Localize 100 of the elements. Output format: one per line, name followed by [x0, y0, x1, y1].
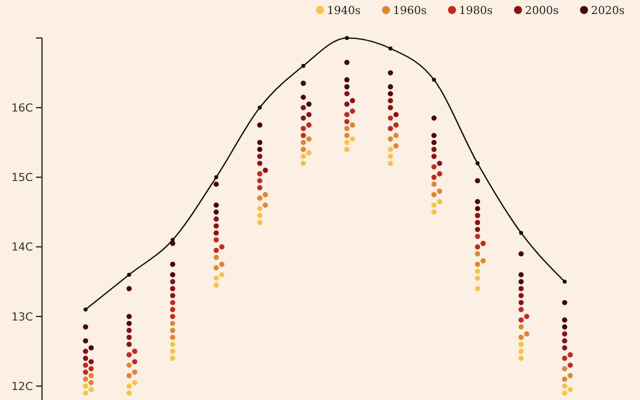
point [474, 226, 480, 232]
point [344, 91, 350, 96]
point [82, 362, 88, 368]
point [474, 198, 480, 204]
point [474, 286, 480, 292]
point [300, 154, 306, 159]
point [474, 178, 480, 184]
point [388, 91, 394, 96]
point [431, 115, 437, 121]
point [82, 390, 88, 396]
point [170, 238, 175, 242]
point [82, 376, 88, 382]
point [170, 328, 176, 333]
legend-label: 1980s [459, 4, 493, 17]
point [300, 80, 306, 86]
point [518, 292, 524, 298]
point [518, 306, 524, 312]
point [170, 320, 176, 326]
point [474, 220, 480, 226]
point [431, 182, 437, 187]
point [82, 348, 88, 354]
point [126, 334, 132, 340]
point [82, 338, 88, 344]
y-tick-label: 14C [11, 240, 34, 254]
point [562, 331, 568, 336]
point [82, 356, 88, 361]
point [431, 146, 437, 152]
point [170, 279, 176, 284]
point [562, 300, 568, 306]
point [257, 196, 262, 201]
point [431, 132, 437, 138]
point [257, 185, 262, 190]
point [300, 140, 306, 146]
point [300, 132, 306, 138]
point [257, 146, 262, 152]
point [344, 77, 350, 82]
point [257, 122, 262, 128]
point [518, 300, 524, 306]
point [344, 112, 350, 118]
point [388, 115, 394, 121]
point [126, 328, 132, 333]
point [126, 362, 132, 368]
point [126, 390, 132, 396]
point [562, 366, 568, 372]
point [300, 94, 306, 100]
point [214, 254, 219, 260]
point [170, 314, 176, 320]
point [518, 317, 524, 323]
point [562, 345, 568, 350]
point [257, 212, 262, 218]
point [170, 272, 176, 278]
y-tick-label: 15C [11, 171, 34, 184]
point [127, 272, 132, 277]
point [431, 140, 437, 146]
point [474, 276, 480, 281]
point [474, 251, 480, 256]
point [518, 286, 524, 292]
point [170, 286, 176, 292]
y-tick-label: 12C [11, 380, 34, 393]
point [170, 348, 176, 354]
point [562, 356, 568, 361]
point [214, 182, 219, 187]
point [431, 174, 437, 180]
point [344, 126, 350, 132]
point [170, 334, 176, 340]
point [214, 276, 219, 281]
point [518, 348, 524, 354]
point [562, 324, 568, 330]
point [257, 140, 262, 146]
point [562, 376, 568, 382]
point [170, 356, 176, 361]
point [214, 216, 219, 222]
point [388, 98, 394, 104]
y-tick-label: 13C [11, 310, 34, 324]
point [431, 154, 437, 159]
point [388, 160, 394, 166]
point [257, 160, 262, 166]
point [518, 272, 524, 278]
point [562, 280, 567, 284]
point [126, 373, 132, 378]
point [214, 175, 218, 180]
point [300, 146, 306, 152]
point [344, 102, 350, 107]
point [300, 105, 306, 110]
point [388, 146, 394, 152]
point [214, 265, 219, 270]
point [388, 84, 394, 90]
point [388, 46, 392, 50]
point [257, 154, 262, 159]
point [82, 383, 88, 389]
point [170, 306, 176, 312]
point [344, 36, 349, 40]
point [562, 317, 568, 323]
point [170, 342, 176, 347]
point [431, 202, 437, 208]
point [518, 356, 524, 361]
point [257, 178, 262, 184]
point [562, 338, 568, 344]
point [432, 78, 436, 82]
point [474, 234, 480, 240]
